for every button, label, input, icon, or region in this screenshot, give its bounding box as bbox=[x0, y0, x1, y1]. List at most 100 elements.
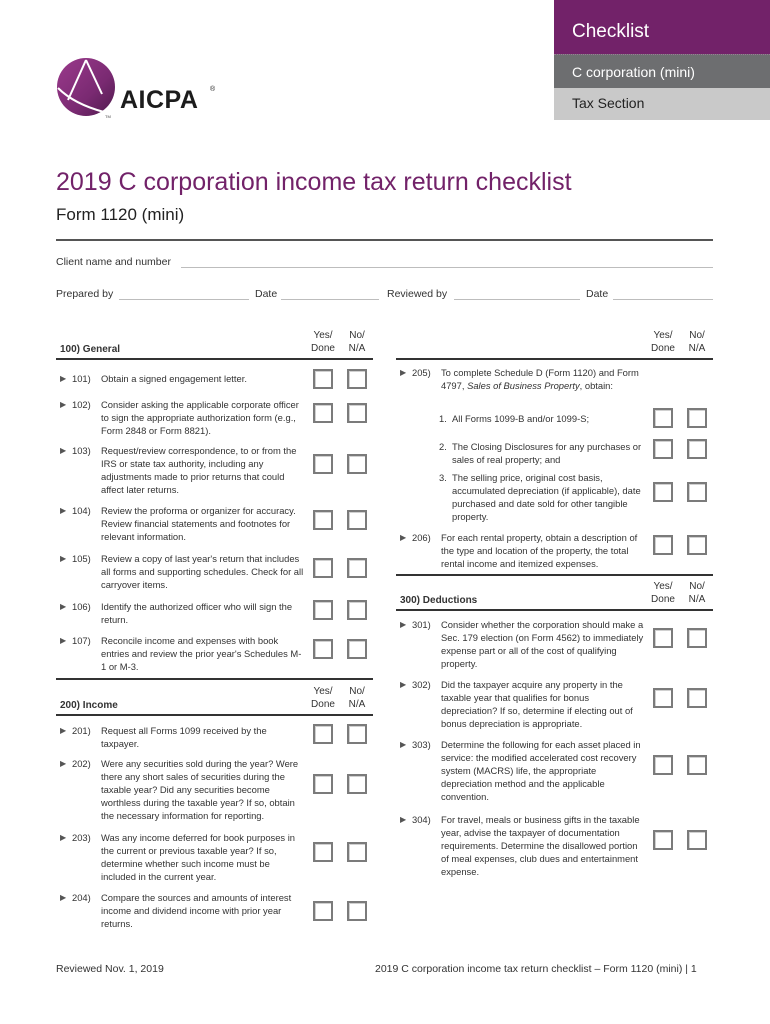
bullet-arrow-icon: ▶ bbox=[60, 833, 67, 842]
checkbox-101-yes[interactable] bbox=[313, 369, 333, 389]
footer-reviewed-date: Reviewed Nov. 1, 2019 bbox=[56, 963, 164, 975]
left-column: 100) General Yes/Done No/N/A ▶ 101) Obta… bbox=[56, 328, 373, 937]
yes-done-header: Yes/Done bbox=[651, 581, 675, 605]
checkbox-301-yes[interactable] bbox=[653, 628, 673, 648]
header-panel: Checklist C corporation (mini) Tax Secti… bbox=[554, 0, 770, 120]
checkbox-206-yes[interactable] bbox=[653, 535, 673, 555]
title-divider bbox=[56, 239, 713, 241]
checklist-item-302: ▶ 302) Did the taxpayer acquire any prop… bbox=[396, 678, 713, 738]
checkbox-102-yes[interactable] bbox=[313, 403, 333, 423]
checkbox-101-no[interactable] bbox=[347, 369, 367, 389]
checklist-item-204: ▶ 204) Compare the sources and amounts o… bbox=[56, 891, 373, 937]
checkbox-201-no[interactable] bbox=[347, 724, 367, 744]
checkbox-107-yes[interactable] bbox=[313, 639, 333, 659]
yes-done-header: Yes/Done bbox=[311, 330, 335, 354]
checkbox-205-2-yes[interactable] bbox=[653, 439, 673, 459]
signoff-row: Prepared by Date Reviewed by Date bbox=[56, 288, 713, 304]
checkbox-105-no[interactable] bbox=[347, 558, 367, 578]
logo-wordmark: AICPA bbox=[120, 86, 199, 114]
date2-field[interactable] bbox=[613, 299, 713, 300]
checkbox-205-3-yes[interactable] bbox=[653, 482, 673, 502]
section-title-income: 200) Income bbox=[60, 700, 118, 711]
no-na-header: No/N/A bbox=[348, 686, 366, 710]
checkbox-303-no[interactable] bbox=[687, 755, 707, 775]
checklist-item-107: ▶ 107) Reconcile income and expenses wit… bbox=[56, 634, 373, 678]
bullet-arrow-icon: ▶ bbox=[60, 554, 67, 563]
checklist-item-203: ▶ 203) Was any income deferred for book … bbox=[56, 831, 373, 891]
checkbox-103-yes[interactable] bbox=[313, 454, 333, 474]
registered-mark: ® bbox=[210, 86, 216, 93]
checkbox-107-no[interactable] bbox=[347, 639, 367, 659]
checklist-subitem-205-1: 1. All Forms 1099-B and/or 1099-S; bbox=[396, 408, 713, 440]
checklist-item-101: ▶ 101) Obtain a signed engagement letter… bbox=[56, 369, 373, 398]
bullet-arrow-icon: ▶ bbox=[60, 636, 67, 645]
checkbox-203-no[interactable] bbox=[347, 842, 367, 862]
checklist-item-303: ▶ 303) Determine the following for each … bbox=[396, 738, 713, 813]
bullet-arrow-icon: ▶ bbox=[400, 533, 407, 542]
bullet-arrow-icon: ▶ bbox=[400, 620, 407, 629]
client-name-field[interactable] bbox=[181, 267, 713, 268]
checklist-item-301: ▶ 301) Consider whether the corporation … bbox=[396, 618, 713, 678]
checkbox-102-no[interactable] bbox=[347, 403, 367, 423]
checkbox-105-yes[interactable] bbox=[313, 558, 333, 578]
checkbox-202-no[interactable] bbox=[347, 774, 367, 794]
header-title: Checklist bbox=[554, 0, 770, 54]
no-na-header: No/N/A bbox=[688, 330, 706, 354]
reviewed-by-label: Reviewed by bbox=[387, 288, 448, 300]
checkbox-302-yes[interactable] bbox=[653, 688, 673, 708]
checklist-item-202: ▶ 202) Were any securities sold during t… bbox=[56, 757, 373, 831]
checkbox-205-1-no[interactable] bbox=[687, 408, 707, 428]
checkbox-205-1-yes[interactable] bbox=[653, 408, 673, 428]
checklist-item-206: ▶ 206) For each rental property, obtain … bbox=[396, 531, 713, 574]
no-na-header: No/N/A bbox=[348, 330, 366, 354]
client-label: Client name and number bbox=[56, 256, 171, 268]
checkbox-202-yes[interactable] bbox=[313, 774, 333, 794]
checkbox-103-no[interactable] bbox=[347, 454, 367, 474]
checkbox-303-yes[interactable] bbox=[653, 755, 673, 775]
header-subtitle: C corporation (mini) bbox=[554, 54, 770, 88]
section-title-general: 100) General bbox=[60, 344, 121, 355]
checkbox-104-yes[interactable] bbox=[313, 510, 333, 530]
checkbox-106-yes[interactable] bbox=[313, 600, 333, 620]
checkbox-304-yes[interactable] bbox=[653, 830, 673, 850]
header-section: Tax Section bbox=[554, 88, 770, 120]
date2-label: Date bbox=[586, 288, 609, 300]
bullet-arrow-icon: ▶ bbox=[400, 815, 407, 824]
prepared-by-field[interactable] bbox=[119, 299, 249, 300]
bullet-arrow-icon: ▶ bbox=[60, 506, 67, 515]
checklist-subitem-205-3: 3. The selling price, original cost basi… bbox=[396, 471, 713, 531]
trademark-mark: TM bbox=[105, 114, 111, 119]
checkbox-104-no[interactable] bbox=[347, 510, 367, 530]
checkbox-301-no[interactable] bbox=[687, 628, 707, 648]
no-na-header: No/N/A bbox=[688, 581, 706, 605]
checklist-item-304: ▶ 304) For travel, meals or business gif… bbox=[396, 813, 713, 883]
bullet-arrow-icon: ▶ bbox=[400, 680, 407, 689]
checkbox-204-no[interactable] bbox=[347, 901, 367, 921]
bullet-arrow-icon: ▶ bbox=[60, 374, 67, 383]
checkbox-302-no[interactable] bbox=[687, 688, 707, 708]
checkbox-206-no[interactable] bbox=[687, 535, 707, 555]
bullet-arrow-icon: ▶ bbox=[60, 400, 67, 409]
page-title: 2019 C corporation income tax return che… bbox=[56, 168, 572, 196]
reviewed-by-field[interactable] bbox=[454, 299, 580, 300]
date1-field[interactable] bbox=[281, 299, 379, 300]
checklist-item-102: ▶ 102) Consider asking the applicable co… bbox=[56, 398, 373, 444]
aicpa-logo: AICPA ® TM bbox=[56, 56, 226, 120]
checklist-item-201: ▶ 201) Request all Forms 1099 received b… bbox=[56, 724, 373, 757]
checkbox-205-2-no[interactable] bbox=[687, 439, 707, 459]
bullet-arrow-icon: ▶ bbox=[400, 368, 407, 377]
section-header-income: 200) Income Yes/Done No/N/A bbox=[56, 680, 373, 716]
bullet-arrow-icon: ▶ bbox=[60, 893, 67, 902]
checkbox-203-yes[interactable] bbox=[313, 842, 333, 862]
checkbox-204-yes[interactable] bbox=[313, 901, 333, 921]
bullet-arrow-icon: ▶ bbox=[60, 759, 67, 768]
globe-logo-icon bbox=[57, 58, 115, 116]
checkbox-304-no[interactable] bbox=[687, 830, 707, 850]
section-header-general: 100) General Yes/Done No/N/A bbox=[56, 328, 373, 360]
checkbox-201-yes[interactable] bbox=[313, 724, 333, 744]
checkbox-106-no[interactable] bbox=[347, 600, 367, 620]
section-header-income-cont: Yes/Done No/N/A bbox=[396, 328, 713, 360]
checklist-subitem-205-2: 2. The Closing Disclosures for any purch… bbox=[396, 439, 713, 471]
checkbox-205-3-no[interactable] bbox=[687, 482, 707, 502]
bullet-arrow-icon: ▶ bbox=[400, 740, 407, 749]
